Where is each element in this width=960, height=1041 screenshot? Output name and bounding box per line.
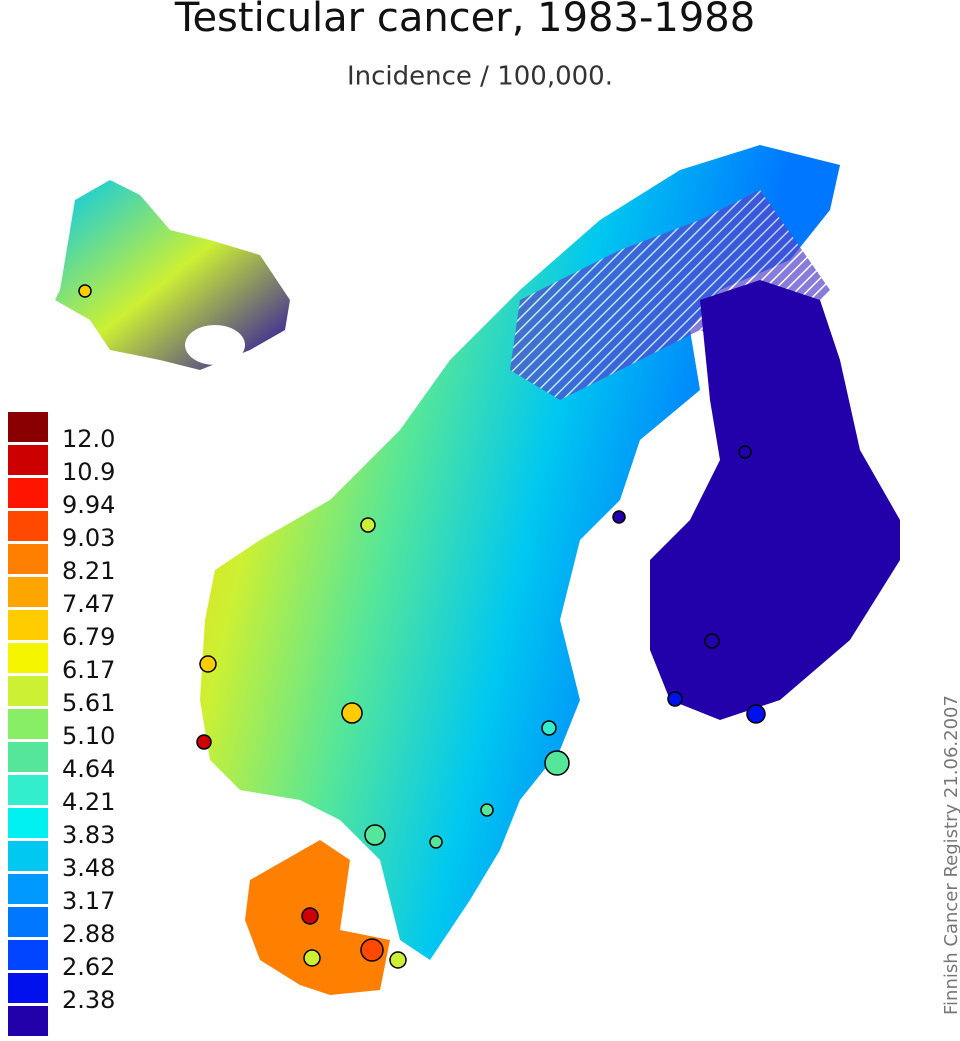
legend: 12.0 10.9 9.94 9.03 8.21 7.47 6.79 6.17 5.61 5.10… bbox=[8, 412, 115, 1036]
legend-swatch bbox=[8, 544, 48, 574]
legend-swatch bbox=[8, 874, 48, 904]
legend-label: 7.47 bbox=[62, 590, 115, 618]
legend-label: 3.48 bbox=[62, 854, 115, 882]
legend-label: 5.10 bbox=[62, 722, 115, 750]
legend-label: 10.9 bbox=[62, 458, 115, 486]
legend-label: 3.17 bbox=[62, 887, 115, 915]
legend-swatch bbox=[8, 775, 48, 805]
city bbox=[738, 445, 752, 459]
legend-label: 6.17 bbox=[62, 656, 115, 684]
legend-label: 2.88 bbox=[62, 920, 115, 948]
city bbox=[429, 835, 443, 849]
city bbox=[78, 284, 92, 298]
title: Testicular cancer, 1983-1988 bbox=[174, 0, 755, 41]
legend-label: 6.79 bbox=[62, 623, 115, 651]
norway-sweden bbox=[200, 145, 840, 960]
legend-swatch bbox=[8, 742, 48, 772]
legend-label: 9.03 bbox=[62, 524, 115, 552]
legend-label: 8.21 bbox=[62, 557, 115, 585]
legend-swatch bbox=[8, 445, 48, 475]
city bbox=[746, 704, 766, 724]
city bbox=[544, 750, 570, 776]
legend-swatch bbox=[8, 940, 48, 970]
city bbox=[667, 691, 683, 707]
city bbox=[364, 824, 386, 846]
legend-swatch bbox=[8, 841, 48, 871]
city bbox=[199, 655, 217, 673]
legend-label: 2.38 bbox=[62, 986, 115, 1014]
legend-label: 4.21 bbox=[62, 788, 115, 816]
city bbox=[541, 720, 557, 736]
finland bbox=[650, 280, 900, 720]
legend-swatch bbox=[8, 511, 48, 541]
legend-swatch bbox=[8, 643, 48, 673]
city bbox=[389, 951, 407, 969]
city bbox=[303, 949, 321, 967]
legend-label: 2.62 bbox=[62, 953, 115, 981]
city bbox=[612, 510, 626, 524]
city bbox=[301, 907, 319, 925]
city bbox=[480, 803, 494, 817]
city bbox=[704, 633, 720, 649]
legend-swatch bbox=[8, 1006, 48, 1036]
city bbox=[341, 702, 363, 724]
city bbox=[360, 517, 376, 533]
city-markers bbox=[78, 284, 766, 969]
legend-swatch bbox=[8, 478, 48, 508]
legend-swatch bbox=[8, 610, 48, 640]
credit: Finnish Cancer Registry 21.06.2007 bbox=[941, 695, 960, 1015]
legend-swatch bbox=[8, 973, 48, 1003]
legend-label: 4.64 bbox=[62, 755, 115, 783]
city bbox=[360, 938, 384, 962]
glacier bbox=[185, 325, 245, 365]
legend-label: 3.83 bbox=[62, 821, 115, 849]
legend-swatch bbox=[8, 808, 48, 838]
legend-swatch bbox=[8, 577, 48, 607]
legend-swatch bbox=[8, 709, 48, 739]
subtitle: Incidence / 100,000. bbox=[347, 62, 613, 92]
legend-label: 12.0 bbox=[62, 425, 115, 453]
iceland bbox=[55, 180, 290, 370]
legend-swatch bbox=[8, 676, 48, 706]
legend-label: 9.94 bbox=[62, 491, 115, 519]
legend-swatch bbox=[8, 907, 48, 937]
legend-label: 5.61 bbox=[62, 689, 115, 717]
map-shapes bbox=[55, 145, 900, 995]
city bbox=[196, 734, 212, 750]
legend-swatch bbox=[8, 412, 48, 442]
